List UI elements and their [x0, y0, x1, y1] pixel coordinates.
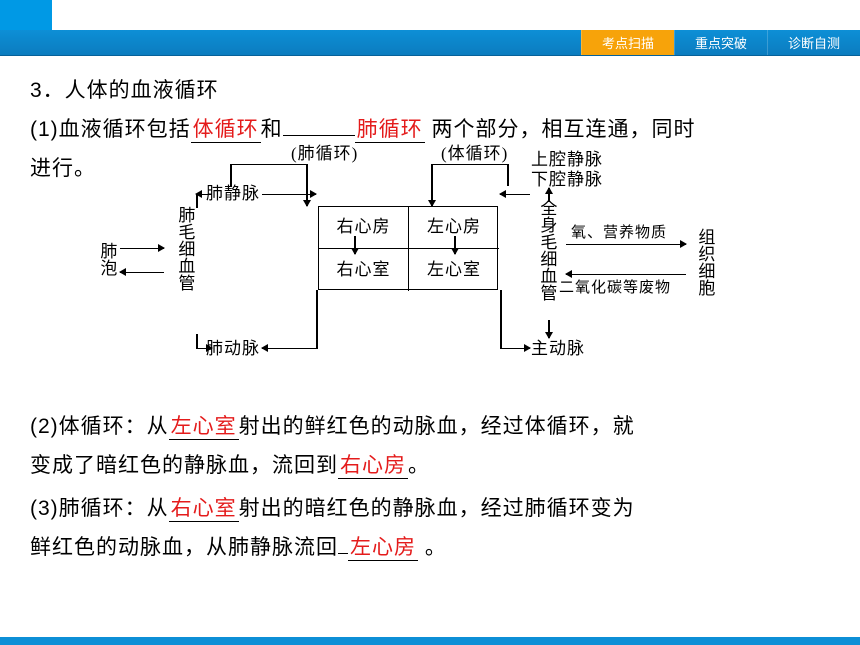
tab-test[interactable]: 诊断自测: [767, 30, 860, 55]
diag-label-pulm: (肺循环): [291, 144, 358, 164]
heart-lv: 左心室: [409, 249, 499, 291]
ln-lung-l: [120, 272, 164, 274]
p2-fill-2: 右心房: [338, 453, 408, 479]
ln-sv-la: [500, 194, 530, 196]
p1-text-d: 进行。: [30, 150, 96, 189]
p3-fill-2: 左心房: [348, 535, 418, 561]
ln-r2: [507, 164, 509, 186]
p1-text-b: 和: [261, 118, 283, 141]
diag-label-sys: (体循环): [441, 144, 508, 164]
p2-fill-1: 左心室: [169, 414, 239, 440]
tab-scan[interactable]: 考点扫描: [581, 30, 674, 55]
p3-text-b: 射出的暗红色的静脉血，经过肺循环变为: [239, 497, 635, 520]
p2-text-c: 变成了暗红色的静脉血，流回到: [30, 454, 338, 477]
bottom-accent: [0, 637, 860, 645]
ln-l1: [230, 164, 232, 186]
arrow-ra-rv: [354, 236, 356, 254]
ln-ao-dn: [548, 320, 550, 338]
p1-text-a: (1)血液循环包括: [30, 118, 191, 141]
ln-pa-dnv: [196, 334, 198, 348]
paragraph-3: (3)肺循环：从右心室射出的暗红色的静脉血，经过肺循环变为 鲜红色的动脉血，从肺…: [30, 490, 830, 568]
ln-lung-r: [120, 248, 164, 250]
p3-blank: [338, 553, 348, 554]
heading: 3．人体的血液循环: [30, 72, 830, 111]
p2-text-a: (2)体循环：从: [30, 415, 169, 438]
ln-oxy: [566, 244, 686, 246]
ln-pv-upv: [196, 194, 198, 208]
p1-text-c: 两个部分，相互连通，同时: [432, 118, 696, 141]
ln-rv-dn: [316, 290, 318, 348]
arrow-la-lv: [454, 236, 456, 254]
ln-pv-ra: [262, 194, 316, 196]
ln-r1: [431, 164, 507, 166]
ln-sv-up: [548, 188, 550, 202]
heart-ra: 右心房: [319, 207, 409, 249]
heart-box: 右心房 左心房 右心室 左心室: [318, 206, 498, 290]
diag-aorta: 主动脉: [531, 339, 585, 359]
diag-oxy-label: 氧、营养物质: [571, 224, 667, 242]
diag-sys-cap: 全身毛细血管: [536, 199, 556, 301]
ln-pv-up: [196, 194, 212, 196]
p2-text-d: 。: [408, 454, 430, 477]
p1-fill-2: 肺循环: [355, 117, 425, 143]
main-content: 3．人体的血液循环 (1)血液循环包括体循环和肺循环 两个部分，相互连通，同时 …: [30, 72, 830, 374]
top-nav-bar: 考点扫描 重点突破 诊断自测: [0, 30, 860, 56]
diag-pulm-artery: 肺动脉: [206, 339, 260, 359]
diag-sup-vein: 上腔静脉: [531, 150, 603, 170]
heart-rv: 右心室: [319, 249, 409, 291]
p3-text-a: (3)肺循环：从: [30, 497, 169, 520]
ln-lv-dn: [500, 290, 502, 348]
corner-accent: [0, 0, 52, 30]
p3-text-c: 鲜红色的动脉血，从肺静脉流回: [30, 536, 338, 559]
ln-l3: [306, 164, 308, 206]
p3-fill-1: 右心室: [169, 496, 239, 522]
diag-co2-label: 二氧化碳等废物: [559, 279, 671, 297]
ln-pa-dn: [196, 348, 212, 350]
ln-co2: [566, 274, 686, 276]
ln-r3: [431, 164, 433, 206]
p1-blank: [283, 135, 355, 136]
diag-pulm-cap: 肺毛细血管: [174, 206, 194, 291]
circulation-diagram: (肺循环) (体循环) 右心房 左心房 右心室 左心室 肺静脉 肺动脉 肺毛细血…: [96, 144, 736, 374]
ln-rv-h: [306, 348, 318, 350]
tab-focus[interactable]: 重点突破: [674, 30, 767, 55]
ln-lv-ao: [500, 348, 530, 350]
diag-inf-vein: 下腔静脉: [531, 170, 603, 190]
diag-pulm-organ: 肺泡: [96, 242, 116, 276]
p2-text-b: 射出的鲜红色的动脉血，经过体循环，就: [239, 415, 635, 438]
paragraph-2: (2)体循环：从左心室射出的鲜红色的动脉血，经过体循环，就 变成了暗红色的静脉血…: [30, 408, 830, 486]
p3-text-d: 。: [425, 536, 447, 559]
p1-fill-1: 体循环: [191, 117, 261, 143]
diag-pulm-vein: 肺静脉: [206, 184, 260, 204]
diag-tissue: 组织细胞: [694, 228, 714, 296]
ln-l2: [230, 164, 306, 166]
